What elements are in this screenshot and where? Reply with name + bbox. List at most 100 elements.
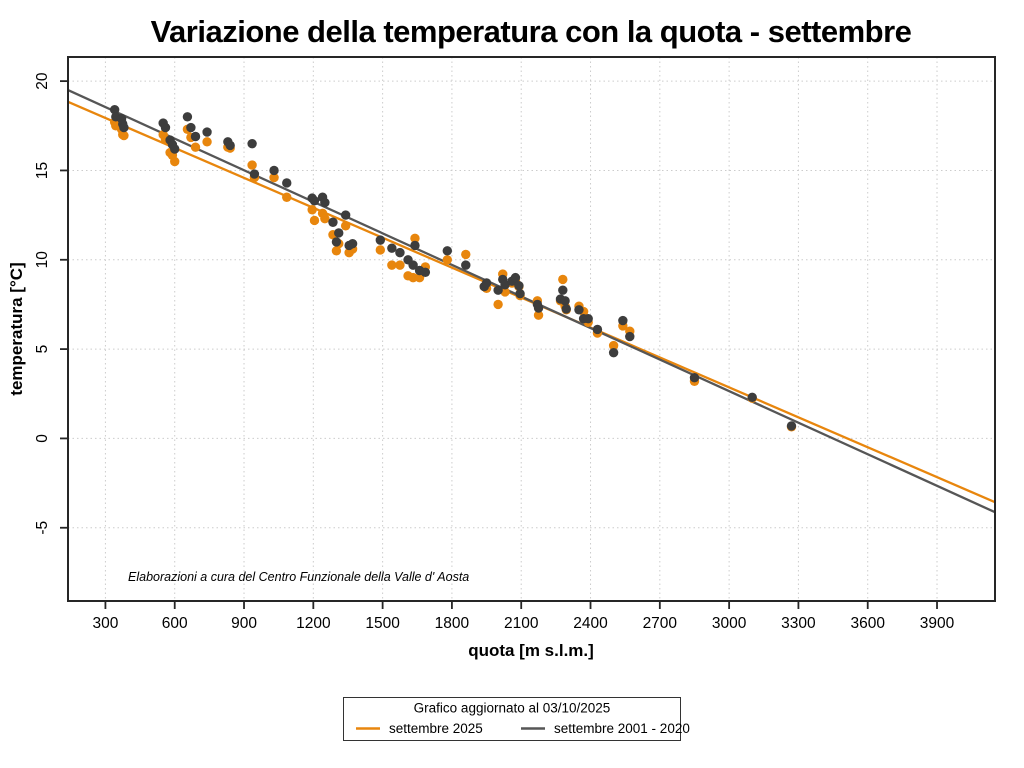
point-settembre-2025: [247, 160, 257, 170]
point-settembre-2001-2020: [558, 285, 568, 295]
point-settembre-2025: [533, 310, 544, 320]
point-settembre-2001-2020: [786, 421, 797, 431]
point-settembre-2025: [309, 215, 320, 226]
trend-lines: [67, 89, 996, 514]
point-settembre-2001-2020: [510, 272, 521, 283]
point-settembre-2025: [558, 274, 568, 285]
point-settembre-2025: [410, 233, 420, 244]
point-settembre-2001-2020: [247, 138, 257, 149]
point-settembre-2001-2020: [481, 278, 492, 288]
point-settembre-2001-2020: [320, 197, 330, 208]
point-settembre-2025: [307, 205, 317, 215]
point-settembre-2001-2020: [309, 196, 320, 206]
point-settembre-2001-2020: [334, 228, 344, 238]
point-settembre-2025: [375, 245, 386, 255]
x-tick-label: 300: [92, 615, 118, 632]
trend-line-settembre-2001-2020: [67, 89, 996, 514]
point-settembre-2025: [608, 340, 619, 351]
point-settembre-2001-2020: [375, 235, 386, 245]
x-tick-label: 2400: [573, 615, 608, 632]
point-settembre-2001-2020: [625, 331, 635, 342]
x-tick-label: 1200: [296, 615, 331, 632]
legend: Grafico aggiornato al 03/10/2025 settemb…: [343, 697, 690, 741]
point-settembre-2001-2020: [109, 105, 120, 115]
legend-label-settembre-2025: settembre 2025: [389, 721, 483, 736]
point-settembre-2001-2020: [160, 122, 171, 133]
point-settembre-2025: [395, 260, 405, 270]
point-settembre-2001-2020: [410, 240, 420, 251]
x-tick-label: 1500: [365, 615, 400, 632]
point-settembre-2001-2020: [328, 217, 338, 227]
point-settembre-2001-2020: [574, 305, 584, 315]
point-settembre-2025: [190, 142, 201, 152]
point-settembre-2001-2020: [618, 315, 628, 326]
point-settembre-2001-2020: [689, 372, 700, 383]
x-axis-title: quota [m s.l.m.]: [468, 641, 594, 660]
y-tick-label: 20: [34, 72, 51, 90]
point-settembre-2025: [493, 299, 503, 310]
point-settembre-2001-2020: [249, 169, 260, 179]
point-settembre-2001-2020: [493, 285, 503, 295]
x-tick-label: 2100: [504, 615, 539, 632]
point-settembre-2001-2020: [442, 246, 453, 256]
x-tick-label: 3300: [781, 615, 816, 632]
point-settembre-2001-2020: [347, 238, 358, 249]
point-settembre-2001-2020: [190, 131, 201, 142]
point-settembre-2001-2020: [119, 122, 129, 133]
x-axis: 300 600 900 1200 1500 1800 2100 2400 2700 3000 330…: [92, 601, 955, 632]
x-tick-label: 3900: [920, 615, 955, 632]
point-settembre-2025: [202, 137, 212, 147]
point-settembre-2001-2020: [560, 296, 570, 306]
legend-label-settembre-2001-2020: settembre 2001 - 2020: [554, 721, 690, 736]
legend-border: [343, 697, 681, 741]
point-settembre-2001-2020: [747, 392, 757, 403]
legend-title: Grafico aggiornato al 03/10/2025: [414, 701, 611, 716]
point-settembre-2001-2020: [331, 237, 342, 247]
point-settembre-2001-2020: [608, 347, 619, 358]
point-settembre-2025: [408, 272, 418, 283]
point-settembre-2001-2020: [387, 243, 397, 253]
point-settembre-2025: [119, 130, 129, 141]
point-settembre-2001-2020: [395, 247, 405, 258]
point-settembre-2025: [387, 260, 397, 270]
point-settembre-2001-2020: [592, 324, 603, 335]
y-tick-label: 0: [34, 434, 51, 443]
point-settembre-2001-2020: [186, 122, 196, 133]
point-settembre-2001-2020: [500, 280, 510, 290]
x-tick-label: 1800: [435, 615, 470, 632]
y-axis: -5 0 5 10 15 20: [34, 72, 68, 535]
point-settembre-2001-2020: [461, 260, 471, 270]
point-settembre-2001-2020: [170, 144, 180, 154]
point-settembre-2001-2020: [420, 267, 431, 277]
chart-title: Variazione della temperatura con la quot…: [151, 14, 912, 49]
point-settembre-2025: [331, 246, 342, 256]
x-tick-label: 2700: [643, 615, 678, 632]
point-settembre-2001-2020: [533, 303, 544, 313]
data-points: [109, 105, 797, 432]
point-settembre-2025: [320, 213, 330, 224]
plot-border: [67, 56, 996, 602]
point-settembre-2025: [461, 249, 471, 260]
point-settembre-2001-2020: [583, 314, 593, 324]
y-tick-label: 15: [34, 162, 51, 179]
point-settembre-2001-2020: [202, 127, 212, 137]
point-settembre-2001-2020: [515, 289, 525, 299]
point-settembre-2001-2020: [182, 112, 193, 122]
x-tick-label: 3000: [712, 615, 747, 632]
point-settembre-2001-2020: [561, 304, 571, 314]
point-settembre-2001-2020: [340, 210, 351, 220]
point-settembre-2025: [269, 172, 279, 183]
y-tick-label: -5: [34, 521, 51, 535]
point-settembre-2025: [282, 192, 292, 202]
point-settembre-2025: [442, 255, 453, 265]
point-settembre-2001-2020: [282, 178, 292, 188]
y-tick-label: 10: [34, 251, 51, 269]
x-tick-label: 600: [162, 615, 188, 632]
source-annotation: Elaborazioni a cura del Centro Funzional…: [128, 570, 469, 584]
point-settembre-2001-2020: [225, 140, 235, 151]
point-settembre-2025: [170, 156, 180, 167]
point-settembre-2001-2020: [514, 280, 524, 291]
y-axis-title: temperatura [°C]: [7, 262, 26, 395]
